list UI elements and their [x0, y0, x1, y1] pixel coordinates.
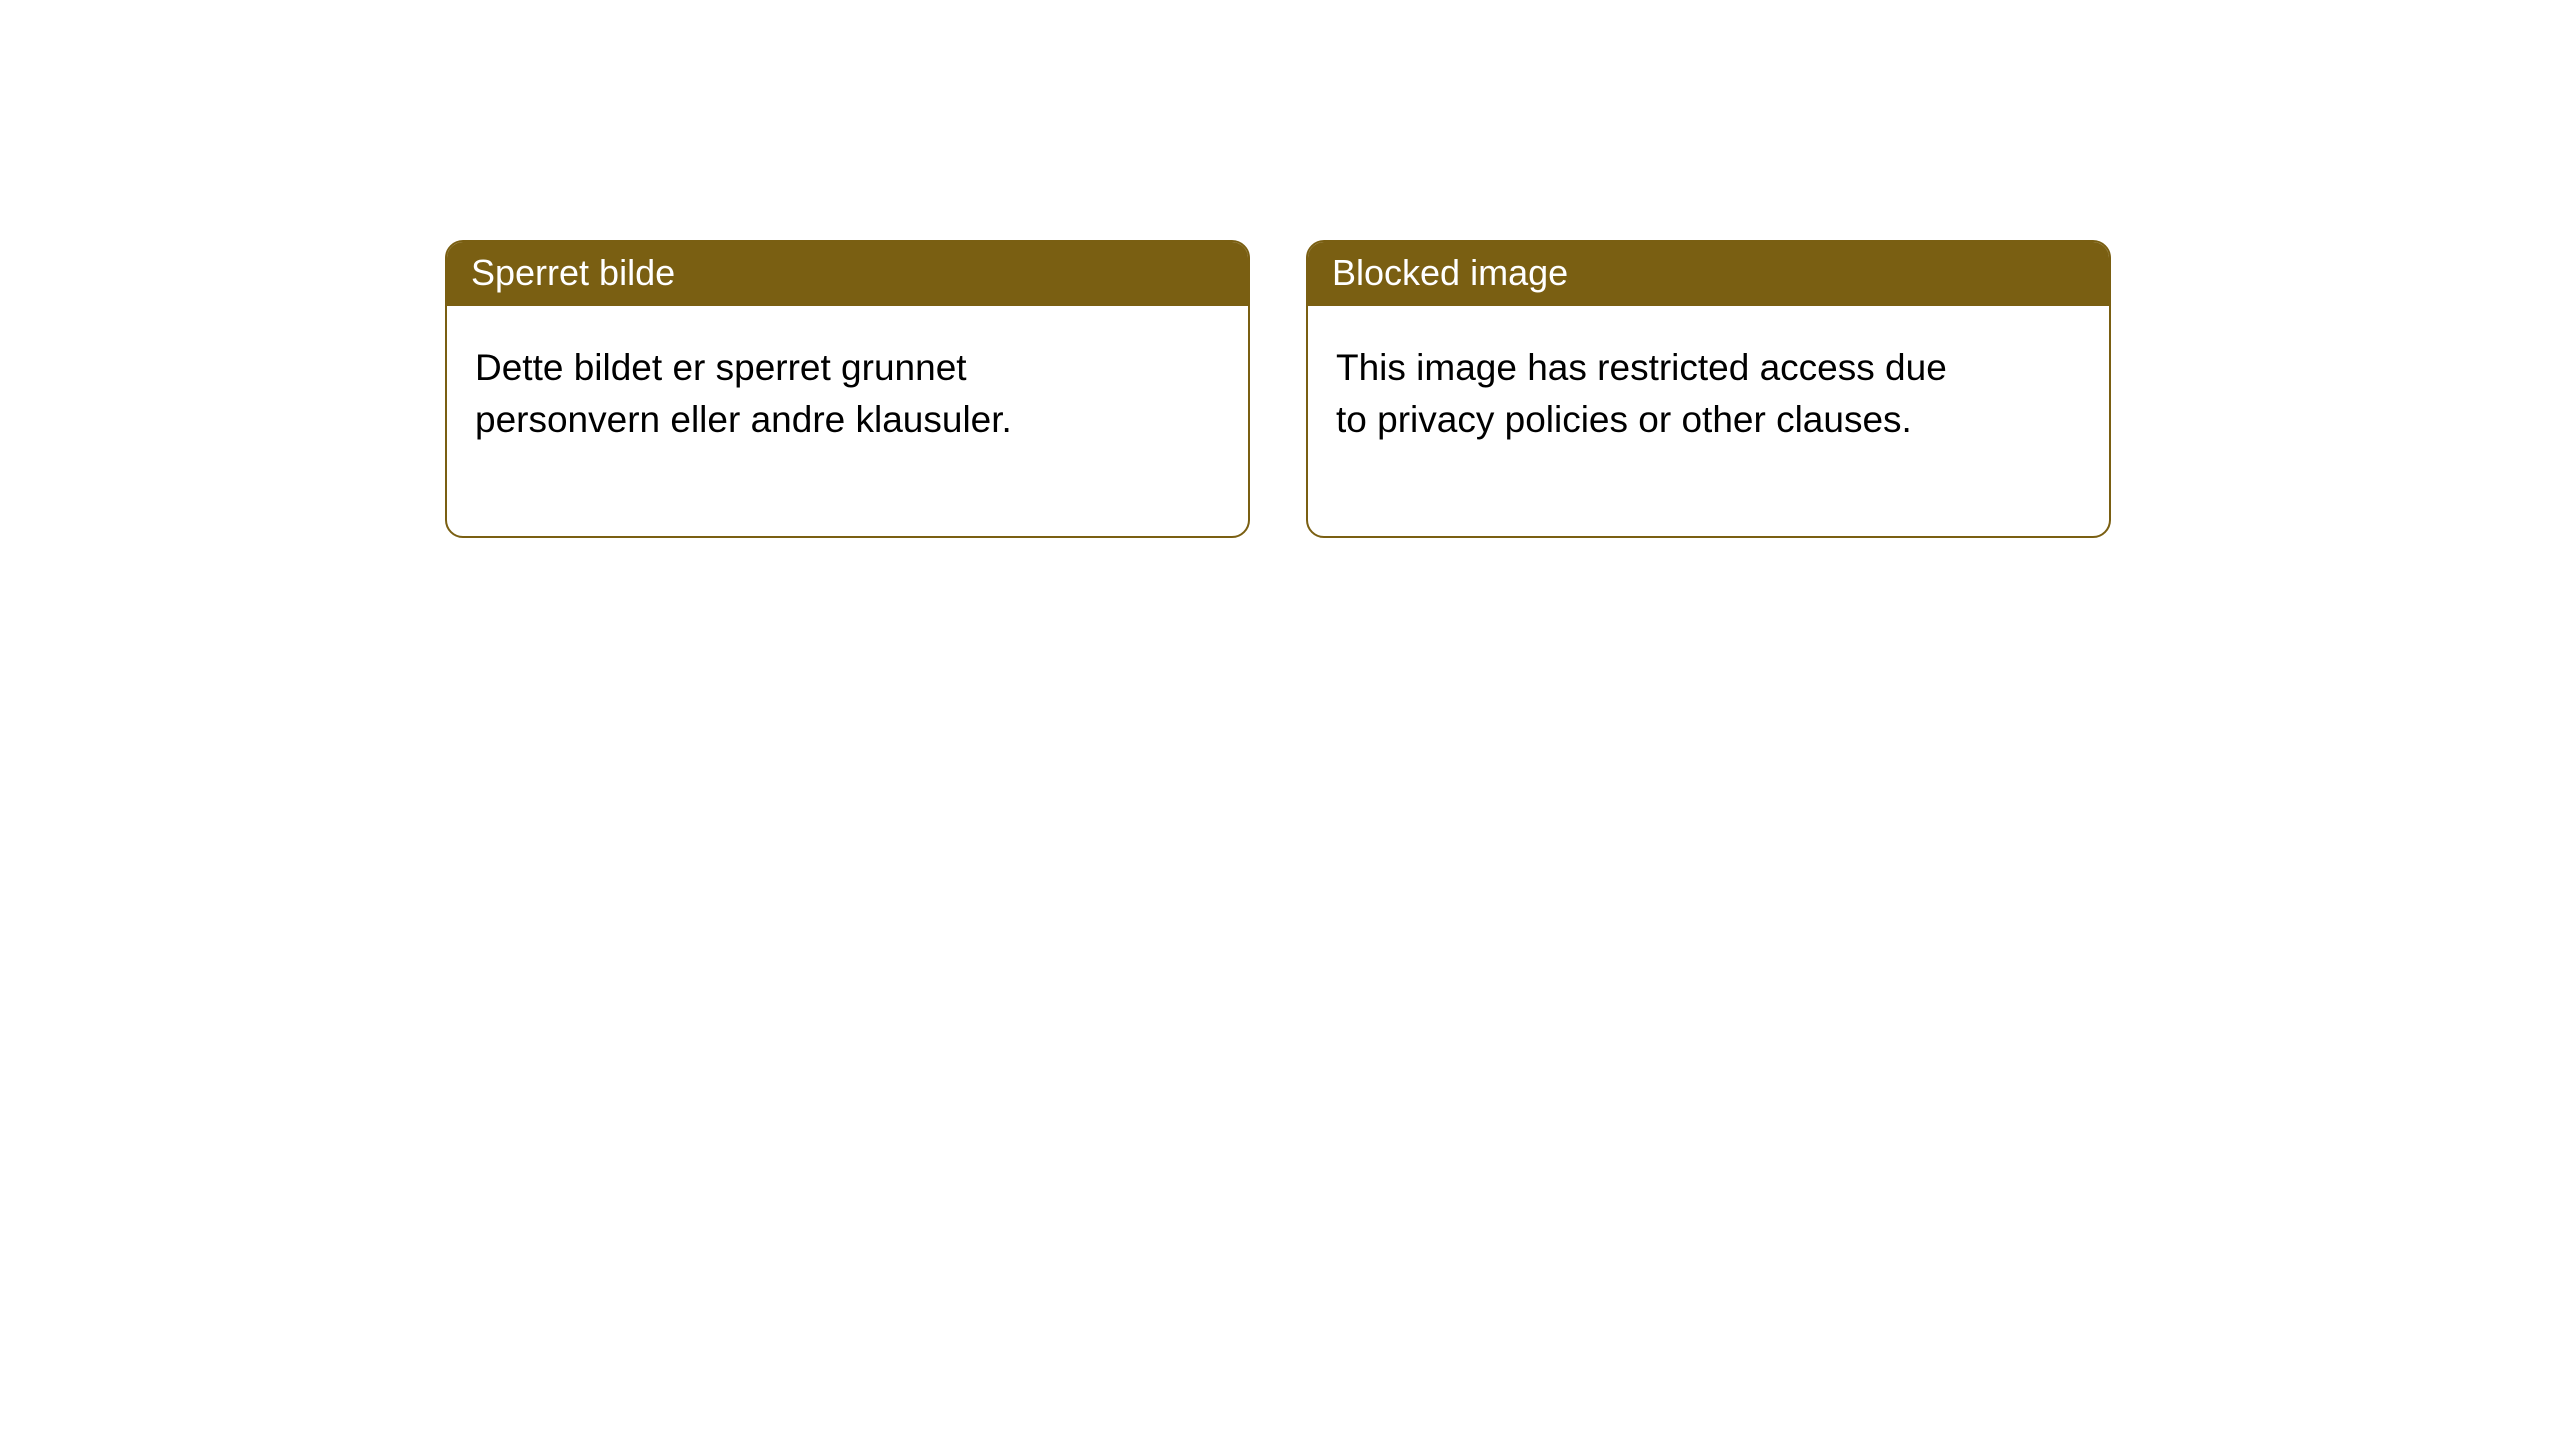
- notice-card-english: Blocked image This image has restricted …: [1306, 240, 2111, 538]
- notice-body: Dette bildet er sperret grunnet personve…: [447, 306, 1127, 536]
- notice-header: Sperret bilde: [447, 242, 1248, 306]
- notice-header: Blocked image: [1308, 242, 2109, 306]
- notice-body: This image has restricted access due to …: [1308, 306, 1988, 536]
- notice-card-norwegian: Sperret bilde Dette bildet er sperret gr…: [445, 240, 1250, 538]
- notice-container: Sperret bilde Dette bildet er sperret gr…: [0, 0, 2560, 538]
